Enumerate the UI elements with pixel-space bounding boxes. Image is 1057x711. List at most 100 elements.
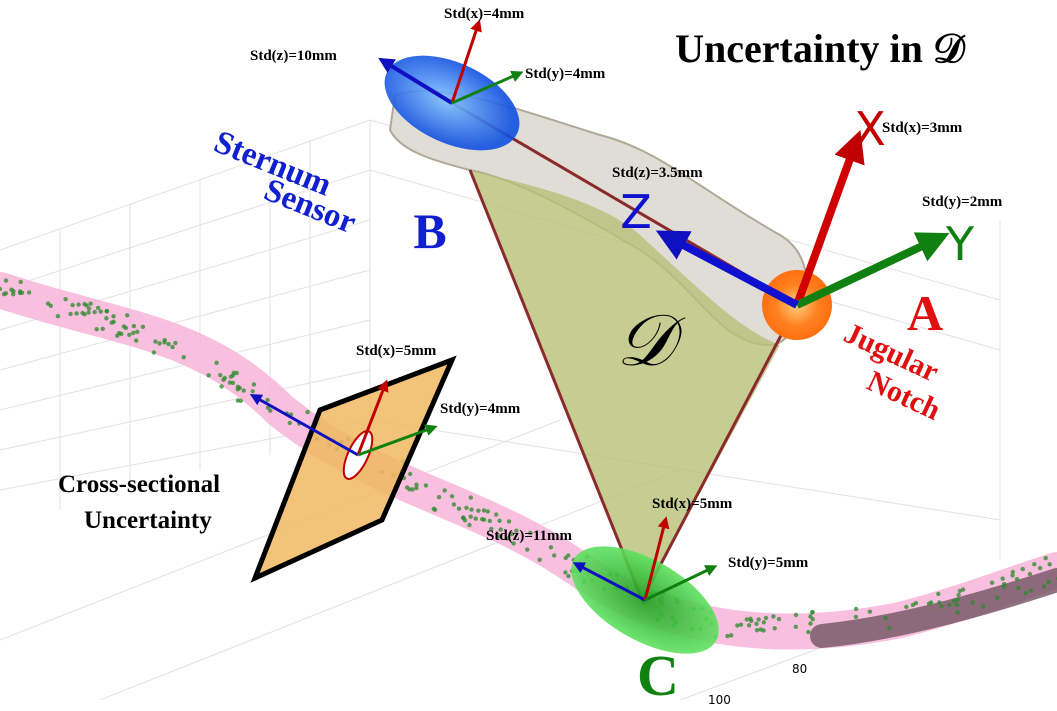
point: [995, 596, 999, 600]
point: [111, 314, 115, 318]
point: [482, 508, 486, 512]
point: [49, 304, 53, 308]
point: [99, 309, 103, 313]
point: [235, 371, 239, 375]
point: [955, 603, 959, 607]
point: [739, 623, 743, 627]
point: [494, 512, 498, 516]
point: [1042, 584, 1046, 588]
point: [153, 339, 157, 343]
point: [1038, 566, 1042, 570]
point: [729, 633, 733, 637]
point: [414, 486, 418, 490]
point: [1023, 591, 1027, 595]
point: [125, 313, 129, 317]
point: [757, 617, 761, 621]
point: [457, 507, 461, 511]
point: [467, 523, 471, 527]
point: [87, 306, 91, 310]
point: [152, 350, 156, 354]
point: [112, 320, 116, 324]
point: [745, 617, 749, 621]
point: [93, 310, 97, 314]
sensor-label: A: [907, 285, 943, 341]
point: [135, 330, 139, 334]
point: [86, 310, 90, 314]
point: [552, 553, 556, 557]
point: [771, 614, 775, 618]
point: [566, 574, 570, 578]
point: [95, 327, 99, 331]
point: [764, 616, 768, 620]
point: [806, 630, 810, 634]
point: [214, 361, 218, 365]
point: [929, 600, 933, 604]
point: [747, 623, 751, 627]
point: [173, 341, 177, 345]
point: [408, 472, 412, 476]
std-label: Std(z)=11mm: [486, 528, 573, 544]
point: [305, 410, 309, 414]
point: [525, 547, 529, 551]
point: [82, 302, 86, 306]
point: [794, 613, 798, 617]
title: Uncertainty in 𝒟: [675, 26, 966, 71]
point: [538, 558, 542, 562]
point: [868, 610, 872, 614]
point: [883, 616, 887, 620]
point: [74, 311, 78, 315]
figure: Uncertainty in 𝒟 𝒟 X Y Z B Sternum Senso…: [0, 0, 1057, 711]
point: [990, 581, 994, 585]
point: [469, 507, 473, 511]
point: [563, 570, 567, 574]
point: [1028, 572, 1032, 576]
point: [252, 382, 256, 386]
point: [182, 355, 186, 359]
point: [101, 327, 105, 331]
point: [955, 610, 959, 614]
point: [1010, 573, 1014, 577]
point: [777, 617, 781, 621]
point: [4, 291, 8, 295]
point: [19, 280, 23, 284]
point: [410, 487, 414, 491]
point: [497, 519, 501, 523]
point: [122, 324, 126, 328]
point: [1001, 576, 1005, 580]
std-label: Std(y)=4mm: [525, 66, 606, 82]
point: [469, 495, 473, 499]
point: [549, 545, 553, 549]
point: [432, 507, 436, 511]
point: [759, 627, 763, 631]
point: [904, 605, 908, 609]
point: [1048, 562, 1052, 566]
axis-z: Z: [620, 185, 652, 239]
sensor-label: B: [413, 203, 446, 259]
point: [748, 617, 752, 621]
point: [1002, 584, 1006, 588]
point: [424, 483, 428, 487]
point: [96, 306, 100, 310]
point: [810, 610, 814, 614]
point: [956, 593, 960, 597]
point: [450, 494, 454, 498]
point: [236, 387, 240, 391]
point: [443, 488, 447, 492]
point: [288, 421, 292, 425]
point: [754, 622, 758, 626]
std-label: Std(y)=4mm: [440, 401, 521, 417]
point: [564, 556, 568, 560]
point: [207, 373, 211, 377]
point: [119, 332, 123, 336]
sensor-label: C: [637, 643, 679, 708]
point: [911, 603, 915, 607]
point: [1046, 580, 1050, 584]
point: [469, 515, 473, 519]
point: [507, 519, 511, 523]
point: [486, 509, 490, 513]
std-label: Std(y)=2mm: [922, 194, 1003, 210]
point: [166, 342, 170, 346]
point: [461, 516, 465, 520]
std-label: Std(z)=10mm: [250, 48, 337, 64]
point: [970, 600, 974, 604]
